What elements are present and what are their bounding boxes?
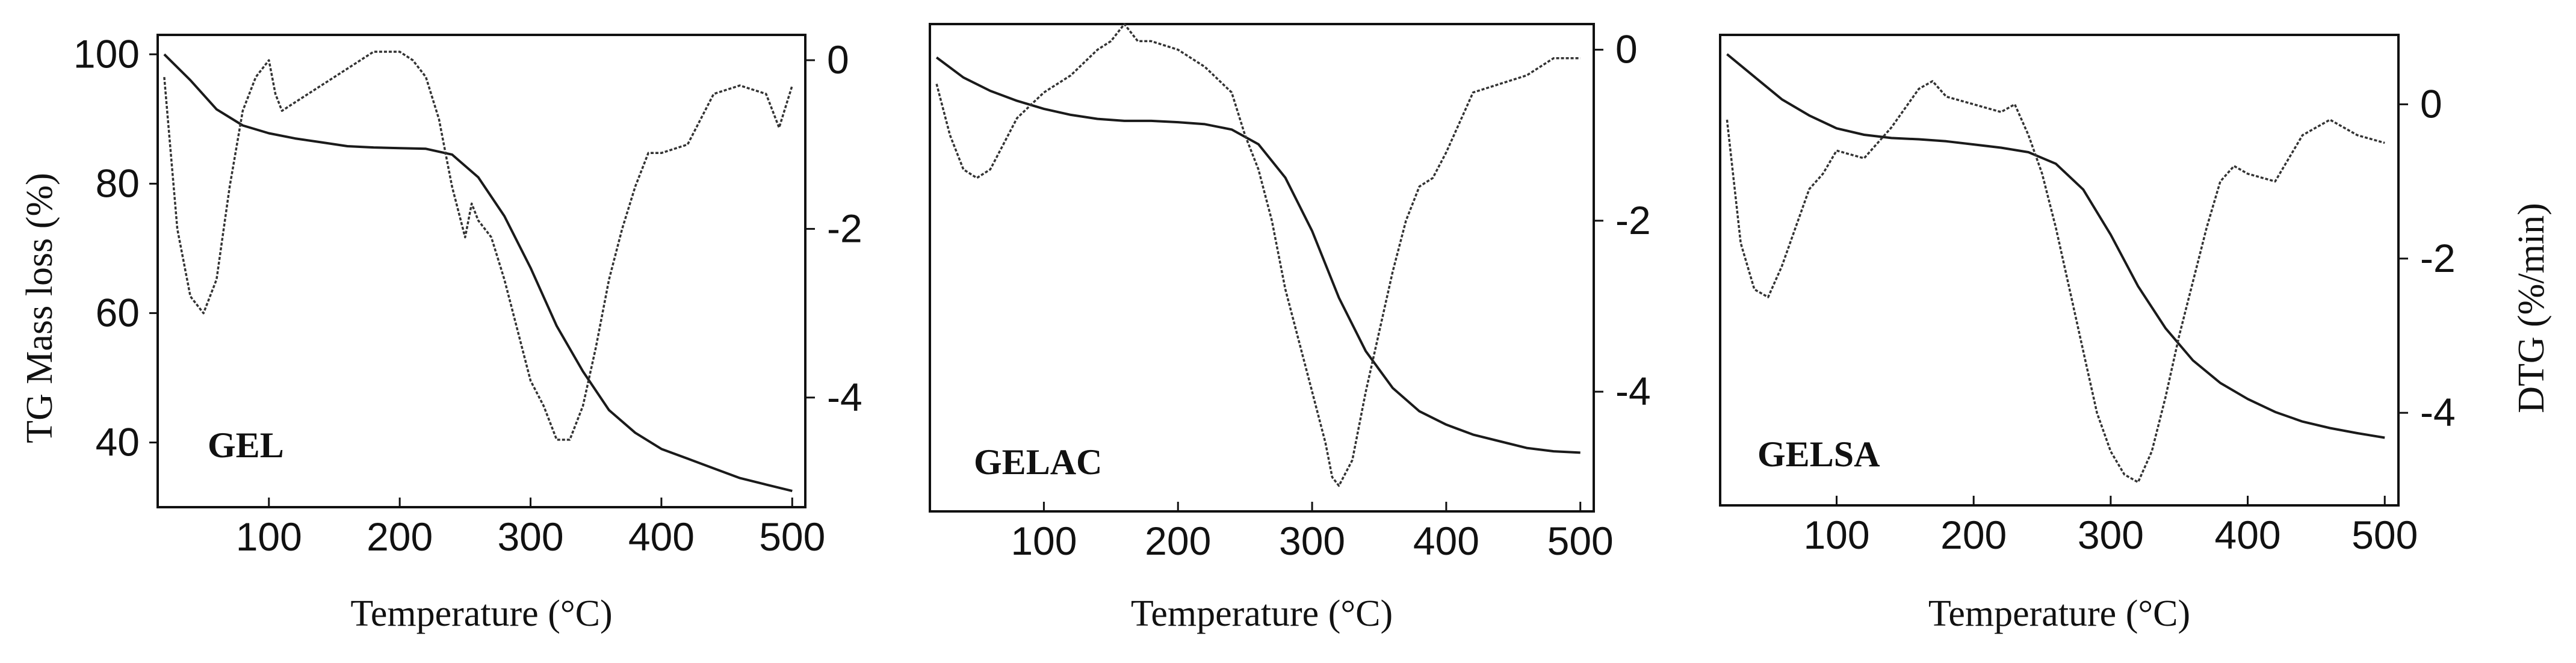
x-tick-label: 400: [2214, 513, 2280, 557]
tg-series-line: [935, 56, 1581, 454]
dtg-series-line: [1726, 80, 2385, 484]
x-tick-label: 500: [759, 514, 825, 559]
tg-series-line: [163, 53, 793, 493]
x-tick-label: 300: [2078, 513, 2144, 557]
left-y-tick-label: 80: [96, 161, 140, 205]
x-tick-label: 500: [2352, 513, 2418, 557]
panel-label: GELSA: [1757, 434, 1880, 474]
x-tick-label: 200: [1940, 513, 2007, 557]
chart-panel-gelsa: 100 200 300 400 500 0 -2 -4 GELSA Temperature (°C…: [1719, 34, 2456, 634]
x-tick-label: 500: [1547, 519, 1614, 563]
right-y-tick-label: 0: [1615, 27, 1638, 72]
x-tick-label: 400: [628, 514, 695, 559]
plot-frame: [156, 34, 807, 508]
right-y-tick-label: -4: [827, 375, 862, 419]
right-y-tick-label: -2: [2420, 236, 2456, 280]
dtg-series-line: [163, 51, 793, 441]
panel-label: GELAC: [974, 442, 1102, 482]
x-tick-label: 100: [236, 514, 302, 559]
x-axis-title: Temperature (°C): [1928, 593, 2190, 634]
right-y-tick-label: -2: [1615, 198, 1651, 242]
plot-frame: [929, 23, 1595, 513]
x-tick-label: 100: [1803, 513, 1869, 557]
right-axis-title: DTG (%/min): [2511, 203, 2552, 413]
left-axis-title: TG Mass loss (%): [19, 173, 60, 443]
left-y-tick-label: 100: [73, 31, 140, 76]
chart-panel-gelac: 100 200 300 400 500 0 -2 -4 GELAC Temperature (°C…: [929, 23, 1651, 634]
x-tick-label: 300: [497, 514, 563, 559]
x-tick-label: 200: [1145, 519, 1211, 563]
right-y-tick-label: -2: [827, 206, 862, 250]
left-y-tick-label: 60: [96, 290, 140, 335]
panel-label: GEL: [208, 425, 284, 465]
panels: 100 200 300 400 500 40 60 80 100 0 -2 -4 GEL Temperat…: [73, 23, 2456, 634]
left-y-tick-label: 40: [96, 419, 140, 464]
chart-panel-gel: 100 200 300 400 500 40 60 80 100 0 -2 -4 GEL Temperat…: [73, 31, 862, 634]
right-y-tick-label: -4: [1615, 369, 1651, 413]
right-y-tick-label: 0: [827, 37, 849, 82]
plot-frame: [1719, 34, 2400, 507]
x-tick-label: 100: [1011, 519, 1077, 563]
tg-series-line: [1726, 53, 2385, 439]
x-tick-label: 200: [367, 514, 433, 559]
x-tick-label: 400: [1413, 519, 1479, 563]
x-tick-label: 300: [1279, 519, 1345, 563]
x-axis-title: Temperature (°C): [350, 593, 612, 634]
x-axis-title: Temperature (°C): [1131, 593, 1393, 634]
right-y-tick-label: -4: [2420, 390, 2456, 434]
right-y-tick-label: 0: [2420, 81, 2442, 126]
dtg-series-line: [935, 23, 1581, 487]
